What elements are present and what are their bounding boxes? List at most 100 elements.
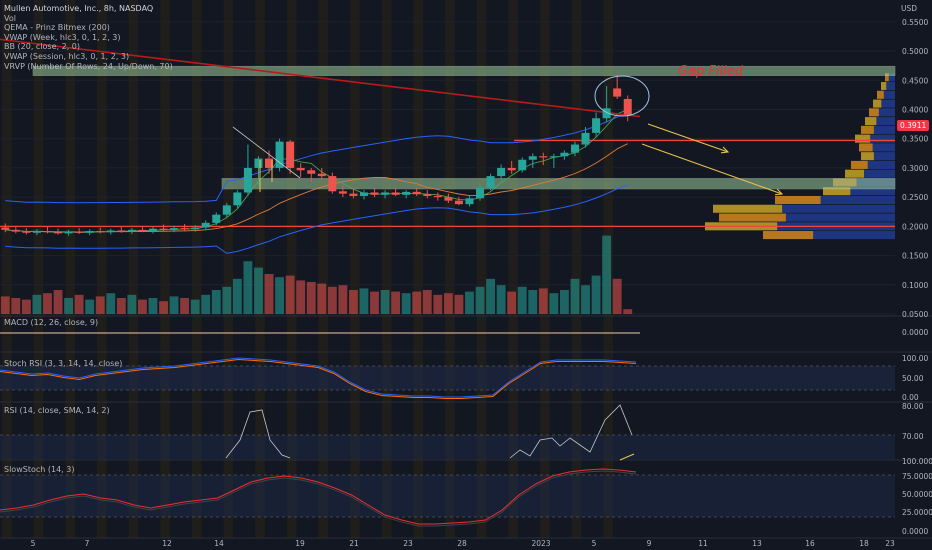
profile-down (763, 231, 814, 240)
profile-down (719, 213, 786, 222)
slowstoch-k (0, 468, 637, 525)
volume-bar (296, 280, 306, 314)
volume-bar (11, 298, 21, 314)
session-stripe (540, 0, 550, 538)
candle-body (254, 158, 263, 168)
volume-bar (43, 293, 52, 314)
candle-body (96, 231, 105, 233)
session-stripes (2, 0, 613, 538)
candle-body (381, 192, 390, 195)
stoch-rsi-pane-label[interactable]: Stoch RSI (3, 3, 14, 14, close) (4, 359, 123, 368)
oscillator-panes (0, 315, 932, 539)
volume-bar (570, 278, 580, 314)
profile-up (864, 169, 895, 178)
profile-up (785, 213, 895, 222)
arrow-down-1-head (720, 146, 730, 154)
session-stripe (97, 0, 107, 538)
candle-body (317, 173, 326, 177)
volume-bar (454, 294, 464, 314)
rsi-line-1 (225, 409, 291, 459)
volume-bar (32, 294, 42, 314)
trend-line (232, 126, 301, 179)
price-tick-label: 0.4500 (902, 76, 928, 85)
rsi-pane-label[interactable]: RSI (14, close, SMA, 14, 2) (4, 406, 110, 415)
candle-body (592, 118, 601, 133)
price-tick-label: 0.2000 (902, 222, 928, 231)
slowstoch-d (0, 470, 637, 527)
volume-bar (180, 298, 190, 314)
candle-body (75, 231, 84, 233)
volume-bar (201, 294, 211, 314)
session-stripe (571, 0, 582, 538)
candle-body (170, 228, 179, 230)
time-tick-label: 9 (647, 539, 652, 548)
volume-bar (327, 286, 337, 314)
volume-bar (549, 293, 559, 314)
price-tick-label: 0.1500 (902, 252, 928, 261)
volume-bar (528, 290, 538, 314)
session-stripe (33, 0, 44, 538)
volume-bar (422, 290, 432, 314)
volume-bar (306, 282, 316, 314)
candle-body (243, 167, 252, 193)
volume-bar (623, 309, 633, 314)
profile-up (870, 134, 895, 143)
candle-body (623, 98, 632, 115)
candle-body (148, 228, 157, 232)
profile-down (845, 169, 864, 178)
volume-bar (591, 275, 601, 314)
time-tick-label: 18 (859, 539, 869, 548)
time-tick-label: 28 (457, 539, 467, 548)
volume-bar (433, 294, 443, 314)
price-axis[interactable]: 0.5500 0.5000 0.4500 0.4000 0.3500 0.3000 0.25… (902, 18, 932, 536)
volume-bar (275, 277, 285, 314)
osc-tick-label: 0.0000 (902, 328, 928, 337)
candle-body (222, 205, 231, 215)
macd-pane-label[interactable]: MACD (12, 26, close, 9) (4, 318, 99, 327)
profile-up (820, 195, 895, 205)
slowstoch-band (0, 475, 895, 517)
volume-bar (254, 267, 263, 314)
candle-body (560, 152, 569, 157)
time-axis[interactable]: 5 7 12 14 19 21 23 28 2023 5 9 11 13 16 18 23 (31, 539, 895, 548)
volume-bar (232, 278, 242, 314)
volume-bar (137, 299, 147, 314)
profile-down (877, 90, 884, 99)
price-tick-label: 0.0500 (902, 310, 928, 319)
session-stripe (318, 0, 329, 538)
candle-body (613, 88, 622, 97)
candle-body (581, 132, 590, 145)
session-stripe (223, 0, 234, 538)
candle-body (64, 231, 73, 234)
candle-body (349, 193, 358, 196)
profile-up (886, 82, 895, 91)
candle-body (265, 158, 274, 168)
gap-filled-annotation: Gap Filled (678, 64, 743, 79)
volume-bar (243, 261, 253, 314)
profile-down (823, 187, 851, 196)
candle-body (359, 192, 368, 196)
volume-bar (465, 291, 474, 314)
top-ellipse (594, 75, 650, 117)
candle-body (402, 191, 411, 195)
time-tick-label: 23 (885, 539, 895, 548)
osc-tick-label: 100.00 (902, 354, 928, 363)
candle-body (328, 176, 337, 192)
volume-bar (127, 294, 137, 314)
candle-body (275, 141, 284, 168)
time-tick-label: 23 (403, 539, 413, 548)
slow-stoch-pane-label[interactable]: SlowStoch (14, 3) (4, 465, 75, 474)
candle-body (307, 170, 316, 174)
candle-body (296, 167, 305, 171)
candle-body (22, 231, 31, 233)
profile-down (859, 143, 873, 152)
volume-bar (538, 288, 548, 314)
candle-body (286, 141, 295, 168)
candle-body (433, 195, 442, 198)
profile-down (775, 195, 821, 205)
candle-body (191, 227, 200, 230)
profile-up (876, 117, 895, 126)
price-tick-label: 0.4000 (902, 105, 928, 114)
candle-body (549, 156, 558, 158)
